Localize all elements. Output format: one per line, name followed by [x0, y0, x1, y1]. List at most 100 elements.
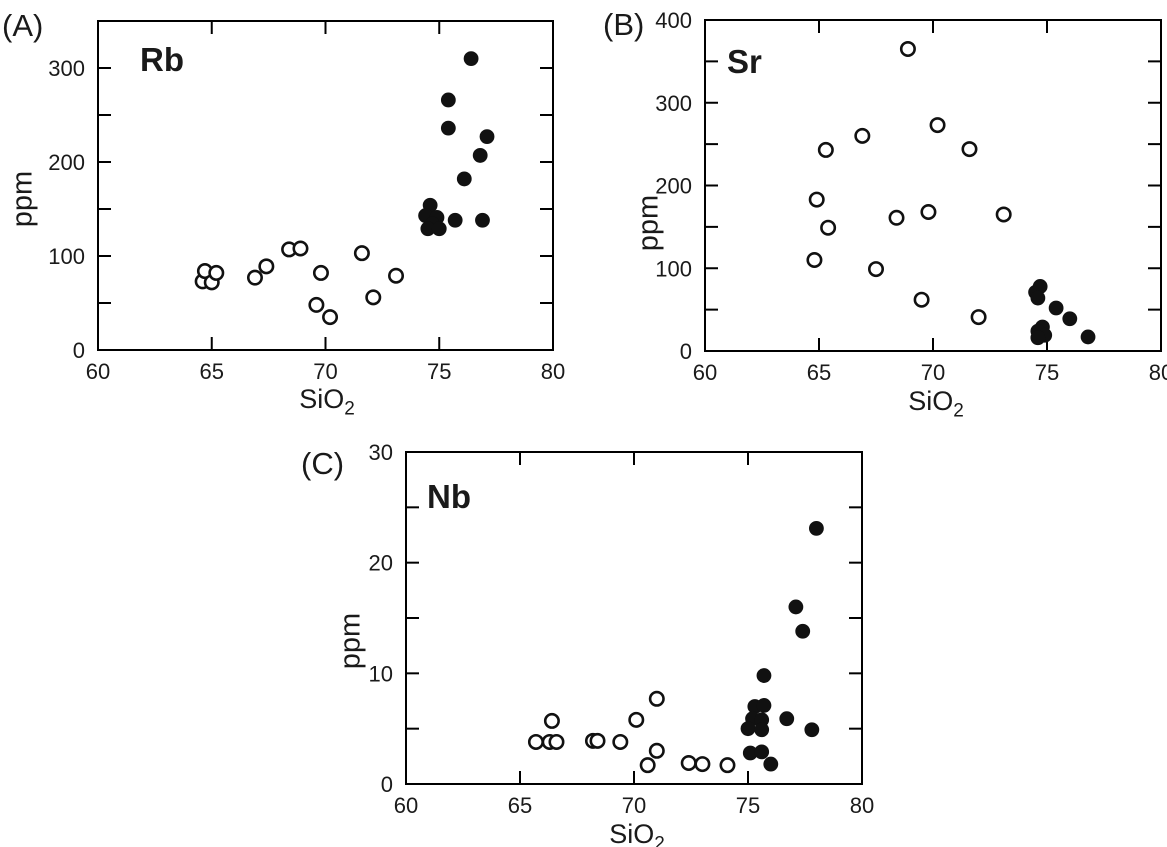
- data-point-open: [694, 756, 711, 773]
- data-point-open: [292, 240, 309, 257]
- data-point-open: [920, 203, 937, 220]
- data-point-open: [961, 141, 978, 158]
- data-point-filled: [1080, 329, 1096, 345]
- data-point-open: [322, 309, 339, 326]
- x-tick-label: 70: [313, 359, 337, 384]
- data-point-filled: [788, 599, 804, 615]
- x-tick-label: 75: [427, 359, 451, 384]
- x-axis-label-b-main: SiO: [908, 386, 954, 416]
- data-point-open: [995, 206, 1012, 223]
- data-point-open: [817, 141, 834, 158]
- panel-title-sr: Sr: [727, 43, 762, 80]
- data-point-open: [353, 245, 370, 262]
- data-point-filled: [809, 520, 824, 536]
- y-tick-label: 300: [48, 56, 85, 81]
- data-point-open: [970, 309, 987, 326]
- data-point-filled: [463, 51, 479, 66]
- y-tick-label: 100: [655, 256, 692, 281]
- data-point-filled: [447, 212, 463, 228]
- plot-frame: [405, 451, 863, 785]
- y-tick-label: 20: [369, 551, 393, 576]
- y-tick-label: 0: [73, 338, 85, 363]
- data-point-filled: [763, 756, 779, 772]
- data-point-open: [639, 757, 656, 774]
- panel-label-a: (A): [2, 8, 44, 43]
- data-point-filled: [1030, 330, 1046, 346]
- x-tick-label: 75: [736, 793, 760, 818]
- data-point-open: [628, 711, 645, 728]
- data-point-open: [913, 291, 930, 308]
- x-axis-label-c-sub: 2: [654, 833, 665, 847]
- data-point-filled: [754, 722, 770, 738]
- data-point-filled: [1030, 290, 1046, 306]
- y-tick-label: 0: [381, 772, 393, 797]
- x-tick-label: 70: [622, 793, 646, 818]
- x-tick-label: 60: [86, 359, 110, 384]
- data-point-open: [258, 258, 275, 275]
- data-point-open: [719, 757, 736, 774]
- data-point-open: [543, 712, 560, 729]
- data-point-open: [527, 733, 544, 750]
- data-point-open: [820, 219, 837, 236]
- data-point-filled: [479, 129, 495, 145]
- x-axis-label-b-sub: 2: [953, 400, 964, 422]
- panel-title-nb: Nb: [427, 478, 471, 515]
- data-point-filled: [440, 92, 456, 108]
- panel-label-c: (C): [301, 446, 345, 481]
- y-axis-label-a: ppm: [6, 170, 39, 228]
- x-axis-label-c: SiO2: [609, 819, 665, 847]
- data-point-open: [312, 264, 329, 281]
- data-point-filled: [475, 212, 490, 228]
- x-tick-label: 65: [200, 359, 224, 384]
- x-axis-label-a: SiO2: [299, 384, 355, 420]
- x-axis-label-a-sub: 2: [344, 398, 355, 420]
- x-tick-label: 80: [1149, 360, 1167, 385]
- data-point-filled: [779, 711, 795, 727]
- data-point-filled: [756, 698, 772, 713]
- data-point-open: [854, 127, 871, 144]
- plot-frame: [704, 19, 1162, 352]
- x-tick-label: 70: [921, 360, 945, 385]
- data-point-open: [888, 209, 905, 226]
- y-tick-label: 200: [655, 174, 692, 199]
- data-point-filled: [1062, 311, 1078, 327]
- data-point-open: [680, 754, 697, 771]
- panel-label-b: (B): [603, 7, 645, 42]
- data-point-open: [648, 690, 665, 707]
- data-point-filled: [795, 623, 811, 639]
- x-axis-label-c-main: SiO: [609, 819, 655, 847]
- y-tick-label: 0: [680, 339, 692, 364]
- panel-rb: 60 65 70 75 80 0 100 200 300: [48, 20, 565, 384]
- data-point-open: [899, 40, 916, 57]
- x-tick-label: 80: [850, 793, 874, 818]
- x-tick-label: 60: [394, 793, 418, 818]
- data-point-open: [308, 296, 325, 313]
- data-point-filled: [472, 148, 488, 163]
- y-tick-label: 400: [655, 8, 692, 33]
- x-tick-label: 80: [541, 359, 565, 384]
- x-tick-label: 60: [693, 360, 717, 385]
- data-point-filled: [742, 745, 758, 761]
- y-axis-label-b: ppm: [632, 194, 665, 252]
- x-axis-label-a-main: SiO: [299, 384, 345, 414]
- data-point-filled: [1032, 279, 1048, 294]
- x-tick-label: 65: [508, 793, 532, 818]
- data-point-filled: [431, 221, 447, 237]
- y-axis-label-c: ppm: [334, 612, 367, 670]
- x-axis-label-b: SiO2: [908, 386, 964, 422]
- data-point-open: [929, 117, 946, 134]
- data-point-open: [365, 289, 382, 306]
- data-point-open: [246, 269, 263, 286]
- data-point-filled: [754, 744, 770, 760]
- x-tick-label: 65: [807, 360, 831, 385]
- data-point-filled: [756, 668, 772, 683]
- data-point-open: [806, 251, 823, 268]
- y-tick-label: 30: [369, 440, 393, 465]
- y-tick-label: 100: [48, 244, 85, 269]
- data-point-open: [388, 267, 405, 284]
- data-point-open: [208, 264, 225, 281]
- panel-title-rb: Rb: [140, 41, 184, 78]
- data-point-open: [589, 732, 606, 749]
